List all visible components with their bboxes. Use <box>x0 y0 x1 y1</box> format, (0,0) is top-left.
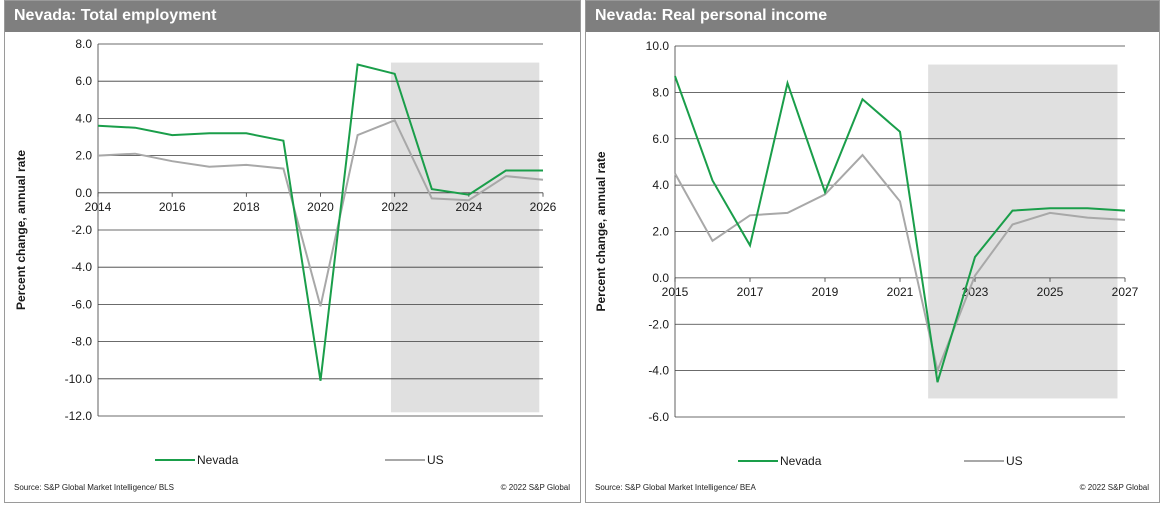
series-line-nevada <box>97 63 543 381</box>
y-tick-label: -2.0 <box>648 317 669 331</box>
x-tick-label: 2023 <box>962 285 989 299</box>
series-line-nevada <box>674 75 1126 383</box>
y-tick-label: 6.0 <box>75 74 92 88</box>
income-chart-plot: 10.0 8.0 6.0 4.0 2.0 0.0 -2.0 -4.0 -6.0 2015 2017 2… <box>594 39 1139 468</box>
y-tick-label: 4.0 <box>652 178 669 192</box>
y-tick-label: -8.0 <box>71 335 92 349</box>
y-tick-label: 2.0 <box>75 149 92 163</box>
employment-chart-plot: 8.0 6.0 4.0 2.0 0.0 -2.0 -4.0 -6.0 -8.0 -10.0 -12.… <box>14 37 557 467</box>
legend-label-nevada: Nevada <box>780 454 822 468</box>
x-tick-label: 2020 <box>307 200 334 214</box>
x-tick-label: 2017 <box>737 285 764 299</box>
legend-label-us: US <box>427 453 444 467</box>
chart-panel-employment: Nevada: Total employment 8.0 6.0 4.0 2.0 0.0… <box>4 0 581 503</box>
chart-panel-income: Nevada: Real personal income 10.0 8.0 6.0 4… <box>585 0 1160 503</box>
x-tick-label: 2015 <box>662 285 689 299</box>
x-tick-label: 2027 <box>1112 285 1139 299</box>
y-axis-title: Percent change, annual rate <box>594 151 608 311</box>
y-tick-label: 8.0 <box>652 85 669 99</box>
y-tick-label: 10.0 <box>646 39 670 53</box>
chart-title: Nevada: Real personal income <box>595 7 828 24</box>
x-tick-label: 2018 <box>233 200 260 214</box>
legend-label-us: US <box>1006 454 1023 468</box>
forecast-shading <box>390 62 540 413</box>
y-tick-label: -4.0 <box>71 260 92 274</box>
x-tick-label: 2014 <box>85 200 112 214</box>
x-tick-label: 2022 <box>381 200 408 214</box>
series-line-us <box>674 153 1126 375</box>
y-tick-label: 2.0 <box>652 225 669 239</box>
series-line-us <box>97 119 544 307</box>
y-tick-label: -12.0 <box>65 409 93 423</box>
copyright-note: © 2022 S&P Global <box>500 483 570 492</box>
y-tick-label: 0.0 <box>75 186 92 200</box>
x-tick-label: 2024 <box>455 200 482 214</box>
x-tick-label: 2025 <box>1037 285 1064 299</box>
panel-header: Nevada: Total employment <box>5 1 580 32</box>
y-axis-title: Percent change, annual rate <box>14 150 28 310</box>
y-tick-label: -2.0 <box>71 223 92 237</box>
y-tick-label: -4.0 <box>648 364 669 378</box>
y-tick-label: 8.0 <box>75 37 92 51</box>
x-tick-label: 2019 <box>812 285 839 299</box>
source-note: Source: S&P Global Market Intelligence/ … <box>595 483 756 492</box>
x-tick-label: 2026 <box>530 200 557 214</box>
panel-header: Nevada: Real personal income <box>586 1 1159 32</box>
y-tick-label: 0.0 <box>652 271 669 285</box>
y-tick-label: 6.0 <box>652 132 669 146</box>
y-tick-label: -10.0 <box>65 372 93 386</box>
source-note: Source: S&P Global Market Intelligence/ … <box>14 483 174 492</box>
x-tick-label: 2016 <box>159 200 186 214</box>
legend-label-nevada: Nevada <box>197 453 239 467</box>
y-tick-label: 4.0 <box>75 111 92 125</box>
chart-title: Nevada: Total employment <box>14 7 217 24</box>
x-tick-label: 2021 <box>887 285 914 299</box>
copyright-note: © 2022 S&P Global <box>1079 483 1149 492</box>
y-tick-label: -6.0 <box>71 297 92 311</box>
y-tick-label: -6.0 <box>648 410 669 424</box>
